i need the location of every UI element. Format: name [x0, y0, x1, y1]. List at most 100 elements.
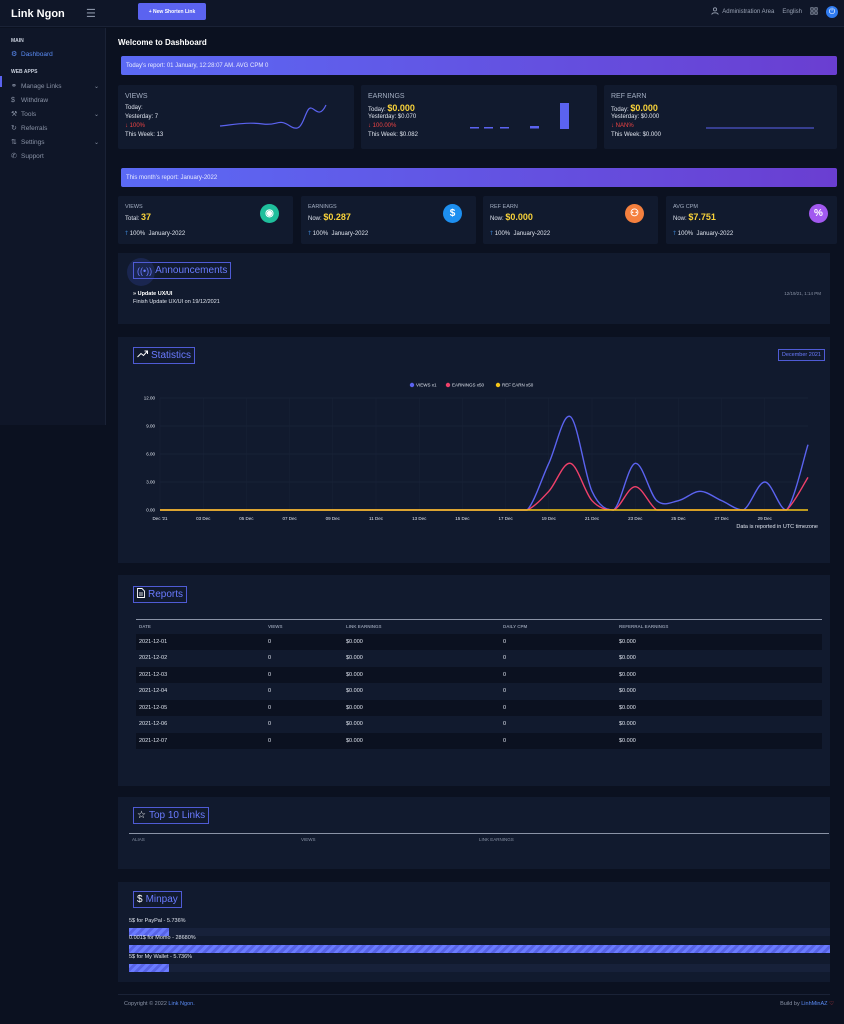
sidebar-item-tools[interactable]: ⚒ Tools ⌄	[11, 108, 99, 120]
heart-icon: ♡	[829, 1001, 834, 1007]
month-report-banner: This month's report: January-2022	[121, 168, 837, 187]
sidebar-item-support[interactable]: ✆ Support	[11, 150, 99, 162]
link-icon: ⚭	[11, 83, 17, 90]
minpay-label: 0.001$ for Momo - 28680%	[129, 935, 196, 941]
card-value: 37	[141, 212, 152, 222]
announcement-item-title-text: Update UX/UI	[137, 291, 173, 297]
copyright-prefix: Copyright © 2022	[124, 1001, 169, 1007]
administration-area-link[interactable]: Administration Area	[711, 7, 774, 17]
card-change: 100%	[494, 231, 511, 237]
sidebar-item-manage-links[interactable]: ⚭ Manage Links ⌄	[11, 80, 99, 92]
earnings-sparkbars	[470, 103, 569, 129]
users-icon: ⚇	[625, 204, 644, 223]
table-cell: 0	[268, 655, 272, 662]
card-period: January-2022	[331, 231, 369, 237]
sidebar-item-label: Settings	[21, 138, 45, 146]
table-cell: $0.000	[619, 671, 636, 678]
yesterday-value: Yesterday: 7	[125, 114, 159, 120]
table-cell: 0	[268, 671, 272, 678]
table-row: 2021-12-03 0 $0.000 0 $0.000	[136, 666, 822, 683]
x-tick-label: 21 Dec	[585, 516, 600, 521]
card-value-line: Now: $7.751	[673, 212, 716, 222]
footer-build: Build by LinhMinAZ ♡	[780, 1001, 834, 1007]
tools-icon: ⚒	[11, 111, 18, 118]
today-line: Today: $0.000	[611, 103, 658, 113]
today-value: $0.000	[630, 103, 658, 113]
x-tick-label: 29 Dec	[758, 516, 773, 521]
month-selector-button[interactable]: December 2021	[777, 349, 825, 361]
card-title: VIEWS	[125, 204, 143, 210]
x-tick-label: 11 Dec	[369, 516, 384, 521]
minpay-label: 5$ for My Wallet - 5.736%	[129, 954, 193, 960]
build-link[interactable]: LinhMinAZ	[801, 1001, 828, 1007]
x-tick-label: 09 Dec	[326, 516, 341, 521]
yesterday-value: Yesterday: $0.070	[368, 114, 417, 120]
sidebar-item-settings[interactable]: ⇅ Settings ⌄	[11, 136, 99, 148]
copyright-link[interactable]: Link Ngon.	[168, 1001, 195, 1007]
arrow-up-icon: 🡑	[673, 231, 677, 237]
card-change: 100%	[677, 231, 694, 237]
footer-copyright: Copyright © 2022 Link Ngon.	[124, 1001, 195, 1007]
col-date: DATE	[139, 624, 151, 630]
card-title: REF EARN	[611, 93, 647, 100]
change-value: ↓ 100.00%	[368, 123, 397, 129]
week-value: This Week: 13	[125, 132, 164, 138]
card-change: 100%	[129, 231, 146, 237]
sidebar-item-withdraw[interactable]: $ Withdraw	[11, 94, 99, 106]
table-row: 2021-12-05 0 $0.000 0 $0.000	[136, 699, 822, 716]
col-views: VIEWS	[268, 624, 283, 630]
minpay-progress-track	[129, 945, 830, 953]
user-icon	[711, 7, 719, 17]
card-title: AVG CPM	[673, 204, 698, 210]
top-links-table-rule	[129, 833, 829, 834]
apps-grid-icon[interactable]	[810, 7, 818, 17]
arrow-up-icon: 🡑	[490, 231, 494, 237]
card-value-label: Now:	[673, 216, 687, 222]
table-cell: 0	[503, 704, 507, 711]
top-links-title-label: Top 10 Links	[148, 810, 206, 821]
sidebar-item-dashboard[interactable]: ⚙ Dashboard	[11, 48, 99, 60]
star-icon: ☆	[137, 810, 146, 821]
y-tick-label: 6.00	[146, 452, 155, 457]
card-change-line: 🡑 100% January-2022	[125, 229, 185, 239]
sidebar-item-referrals[interactable]: ↻ Referrals	[11, 122, 99, 134]
card-value-label: Now:	[490, 216, 504, 222]
sidebar-item-label: Withdraw	[21, 96, 49, 104]
x-tick-label: 13 Dec	[412, 516, 427, 521]
card-change-line: 🡑 100% January-2022	[490, 229, 550, 239]
today-label: Today:	[368, 107, 386, 113]
announcements-section: ((•)) Announcements » Update UX/UI Finis…	[118, 253, 830, 324]
week-value: This Week: $0.082	[368, 132, 418, 138]
table-cell: $0.000	[619, 638, 636, 645]
table-cell: 0	[503, 688, 507, 695]
build-prefix: Build by	[780, 1001, 802, 1007]
phone-icon: ✆	[11, 153, 17, 160]
statistics-section: Statistics December 2021 0.00 3.00 6.00 9.0…	[118, 337, 830, 563]
today-line: Today: $0.000	[368, 103, 415, 113]
reports-title: Reports	[133, 586, 188, 603]
card-value-line: Now: $0.000	[490, 212, 533, 222]
brand-logo[interactable]: Link Ngon	[11, 8, 65, 20]
table-cell: 0	[268, 737, 272, 744]
new-shorten-link-button[interactable]: + New Shorten Link	[138, 3, 206, 20]
menu-toggle-icon[interactable]: ☰	[86, 8, 96, 20]
legend-label: REF EARN x50	[502, 383, 534, 388]
sidebar-item-label: Dashboard	[21, 50, 53, 58]
language-selector[interactable]: English	[782, 9, 802, 15]
table-cell: 2021-12-03	[139, 671, 168, 678]
power-icon[interactable]: ⏻	[826, 6, 838, 18]
table-cell: 0	[503, 721, 507, 728]
table-cell: $0.000	[346, 655, 363, 662]
today-views-card: VIEWS Today: Yesterday: 7 ↓ 100% This We…	[118, 85, 354, 149]
y-tick-label: 3.00	[146, 480, 155, 485]
legend-marker	[409, 382, 415, 388]
top-links-title: ☆ Top 10 Links	[133, 807, 210, 824]
broadcast-icon: ((•))	[137, 265, 153, 276]
card-value: $0.000	[505, 212, 533, 222]
views-sparkline	[219, 104, 327, 129]
table-cell: 0	[268, 638, 272, 645]
table-cell: $0.000	[346, 688, 363, 695]
card-title: REF EARN	[490, 204, 518, 210]
table-cell: 0	[268, 704, 272, 711]
sidebar-webapps-heading: WEB APPS	[11, 69, 38, 75]
